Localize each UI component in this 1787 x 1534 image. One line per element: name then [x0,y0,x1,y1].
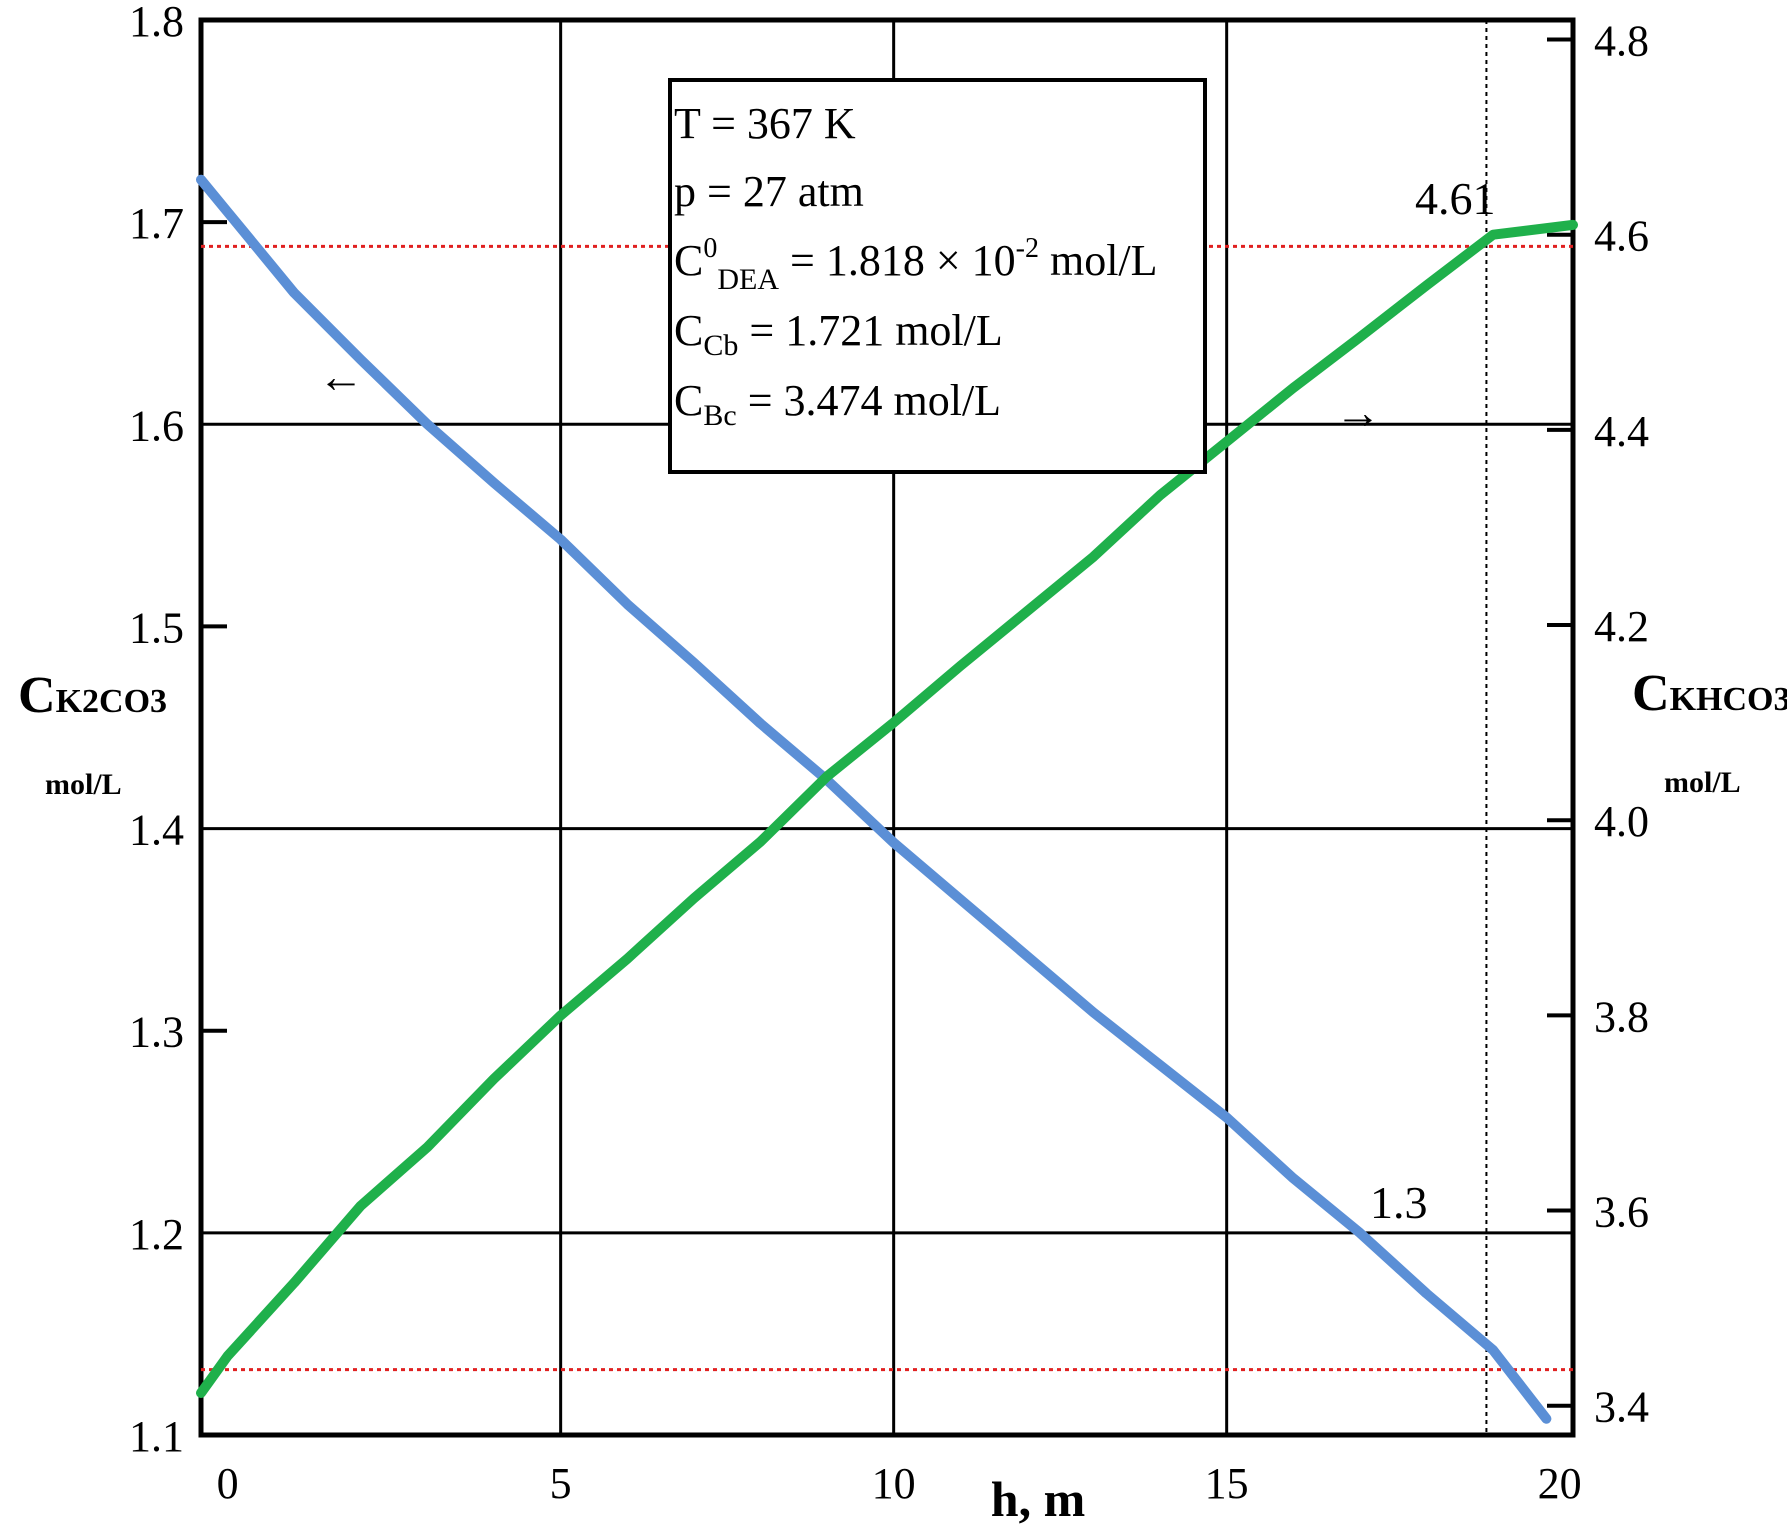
right-tick-label: 3.6 [1594,1188,1649,1237]
khco3-data-point [893,722,895,724]
k2co3-data-point [1026,955,1028,957]
khco3-data-point [626,958,628,960]
khco3-data-point [1425,284,1427,286]
khco3-data-point [1359,336,1361,338]
k2co3-data-point [1359,1232,1361,1234]
k2co3-data-point [1545,1418,1547,1420]
left-tick-label: 1.6 [129,401,184,450]
right-curve-end-label: 4.61 [1415,173,1496,224]
right-tick-label: 4.6 [1594,212,1649,261]
khco3-data-point [200,1392,202,1394]
k2co3-data-point [426,423,428,425]
left-tick-label: 1.8 [129,0,184,46]
right-axis-arrow: → [1335,387,1381,438]
k2co3-data-point [493,482,495,484]
khco3-data-point [1159,494,1161,496]
x-tick-label: 0 [217,1459,239,1508]
info-box-frame [668,78,1207,474]
data-series [196,174,1578,1424]
x-tick-label: 5 [550,1459,572,1508]
left-axis-unit: mol/L [45,768,122,801]
plot-frame [198,17,1576,1438]
khco3-data-point [560,1014,562,1016]
k2co3-data-point [560,539,562,541]
right-tick-label: 4.8 [1594,17,1649,66]
k2co3-data-point [1292,1177,1294,1179]
left-tick-label: 1.5 [129,603,184,652]
x-tick-label: 15 [1205,1459,1249,1508]
khco3-data-point [1492,234,1494,236]
left-curve-end-label: 1.3 [1370,1177,1428,1228]
khco3-data-point [360,1205,362,1207]
right-tick-label: 4.4 [1594,407,1649,456]
k2co3-data-point [227,211,229,213]
left-axis-title: CK2CO3 [18,667,167,724]
left-tick-label: 1.7 [129,199,184,248]
khco3-series-line [196,219,1578,1398]
khco3-data-point [1572,224,1574,226]
info-dea-concentration: C0DEA = 1.818 × 10-2 mol/L [674,233,1158,296]
khco3-data-point [1292,387,1294,389]
khco3-data-point [227,1355,229,1357]
k2co3-data-point [893,842,895,844]
k2co3-data-point [693,662,695,664]
left-axis-arrow: ← [318,351,364,402]
k2co3-data-point [360,359,362,361]
k2co3-data-point [959,898,961,900]
khco3-data-point [1092,556,1094,558]
right-tick-label: 4.0 [1594,797,1649,846]
info-cbc: CBc = 3.474 mol/L [674,376,1001,432]
x-tick-label: 10 [872,1459,916,1508]
k2co3-data-point [1492,1349,1494,1351]
khco3-data-point [1226,441,1228,443]
k2co3-data-point [1092,1012,1094,1014]
khco3-data-point [759,841,761,843]
info-box: T = 367 K p = 27 atm C0DEA = 1.818 × 10-… [668,78,1207,474]
khco3-data-point [693,897,695,899]
right-axis-unit: mol/L [1664,766,1741,799]
left-tick-label: 1.3 [129,1008,184,1057]
info-pressure: p = 27 atm [674,167,864,216]
khco3-data-point [1026,610,1028,612]
k2co3-data-point [626,603,628,605]
reference-lines [201,20,1573,1435]
right-tick-label: 3.8 [1594,992,1649,1041]
axis-ticks: 0 5 10 15 20 1.1 1.2 1.3 1.4 1.5 1.6 1.7 1.8 3.4 3.6 3.… [129,0,1649,1508]
k2co3-data-point [759,722,761,724]
k2co3-data-point [1159,1064,1161,1066]
khco3-data-point [959,665,961,667]
k2co3-series-line [196,174,1552,1424]
k2co3-data-point [293,292,295,294]
x-axis-title: h, m [991,1471,1085,1527]
khco3-data-point [426,1146,428,1148]
x-tick-label: 20 [1538,1459,1582,1508]
info-temperature: T = 367 K [674,99,856,148]
k2co3-data-point [200,179,202,181]
right-tick-label: 3.4 [1594,1383,1649,1432]
info-ccb: CCb = 1.721 mol/L [674,306,1003,362]
khco3-data-point [826,775,828,777]
left-tick-label: 1.1 [129,1412,184,1461]
left-tick-label: 1.2 [129,1210,184,1259]
right-tick-label: 4.2 [1594,602,1649,651]
k2co3-data-point [1226,1117,1228,1119]
khco3-data-point [293,1282,295,1284]
left-tick-label: 1.4 [129,806,184,855]
khco3-data-point [493,1078,495,1080]
k2co3-data-point [1425,1293,1427,1294]
right-axis-title: CKHCO3 [1632,665,1787,722]
